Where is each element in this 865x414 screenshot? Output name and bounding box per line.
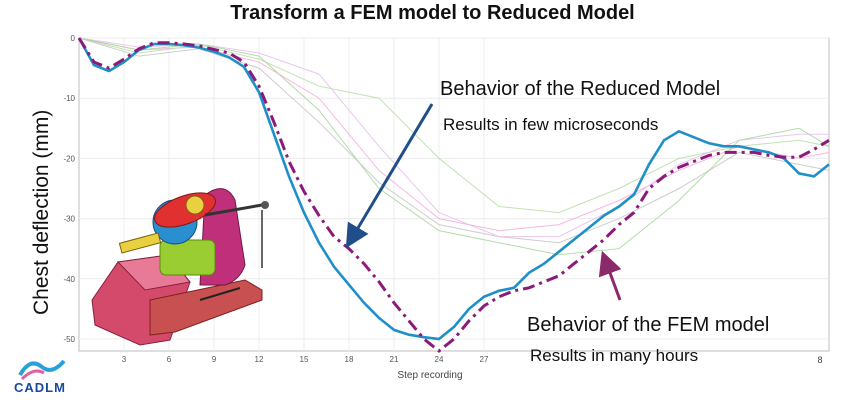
x-tick-label: 18 bbox=[345, 355, 354, 364]
chart-title: Transform a FEM model to Reduced Model bbox=[230, 2, 635, 24]
y-tick-label: -10 bbox=[63, 94, 75, 103]
car-seat-dummy-illustration bbox=[91, 188, 269, 346]
x-tick-label: 27 bbox=[480, 355, 489, 364]
x-tick-label: 12 bbox=[255, 355, 264, 364]
y-axis-ticks: 0 -10 -20 -30 -40 -50 bbox=[63, 34, 75, 344]
x-tick-label: 21 bbox=[390, 355, 399, 364]
y-tick-label: -20 bbox=[63, 154, 75, 163]
annotation-fem-subtitle: Results in many hours bbox=[530, 346, 699, 365]
series-line-training-sample-3 bbox=[78, 37, 830, 244]
x-tick-label: 24 bbox=[435, 355, 444, 364]
annotation-reduced-title: Behavior of the Reduced Model bbox=[440, 78, 721, 100]
y-tick-label: -30 bbox=[63, 215, 75, 224]
series-line-training-sample-5 bbox=[78, 37, 830, 256]
series-line-training-sample-4 bbox=[78, 37, 829, 238]
series-group bbox=[77, 37, 830, 353]
arrow-reduced-model bbox=[345, 103, 434, 249]
x-axis-label: Step recording bbox=[397, 370, 462, 381]
y-tick-label: 0 bbox=[71, 34, 76, 43]
x-tick-label: 6 bbox=[167, 355, 172, 364]
y-axis-label: Chest deflection (mm) bbox=[30, 109, 53, 315]
x-tick-label: 9 bbox=[212, 355, 217, 364]
annotation-reduced-subtitle: Results in few microseconds bbox=[443, 115, 659, 134]
series-line-reduced-model bbox=[77, 37, 830, 341]
x-tick-label: 15 bbox=[300, 355, 309, 364]
series-line-fem-model bbox=[77, 37, 830, 353]
cadlm-logo-icon bbox=[18, 359, 66, 381]
logo-text: CADLM bbox=[14, 380, 66, 395]
x-axis-ticks: 3 6 9 12 15 18 21 24 27 bbox=[122, 355, 489, 364]
arrow-fem-model bbox=[598, 250, 622, 301]
y-tick-label: -40 bbox=[63, 275, 75, 284]
x-tick-label: 3 bbox=[122, 355, 127, 364]
right-tick-label: 8 bbox=[817, 355, 822, 365]
y-tick-label: -50 bbox=[63, 335, 75, 344]
annotation-fem-title: Behavior of the FEM model bbox=[527, 314, 770, 336]
